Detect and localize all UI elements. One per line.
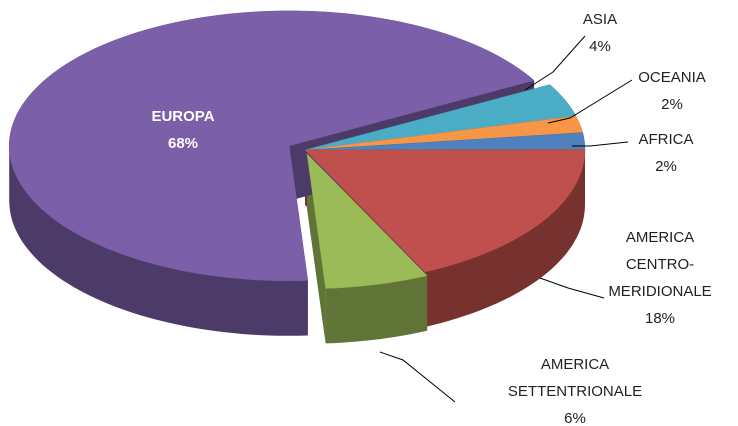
category-label: OCEANIA [638,69,706,86]
slice [8,10,535,282]
leader-line [547,79,633,124]
category-label: AMERICA [541,356,609,373]
category-label: SETTENTRIONALE [508,383,642,400]
leader-line [572,141,629,147]
value-label: 18% [645,310,675,327]
value-label: 4% [589,38,611,55]
category-label: AMERICA [626,229,694,246]
leader-line [379,351,456,403]
leader-line [524,35,586,91]
slice [306,152,428,289]
category-label: CENTRO- [626,256,694,273]
slice-wall [325,275,428,344]
value-label: 2% [661,96,683,113]
slice-side [307,153,326,344]
slice-wall [9,145,308,336]
category-label: EUROPA [151,108,214,125]
category-label: ASIA [583,11,617,28]
category-label: MERIDIONALE [608,283,711,300]
value-label: 2% [655,158,677,175]
slice-wall [425,150,585,327]
leader-line [539,277,605,299]
slice [304,84,577,151]
value-label: 6% [564,410,586,426]
value-label: 68% [168,135,198,152]
category-label: AFRICA [638,131,693,148]
slice [304,149,586,273]
